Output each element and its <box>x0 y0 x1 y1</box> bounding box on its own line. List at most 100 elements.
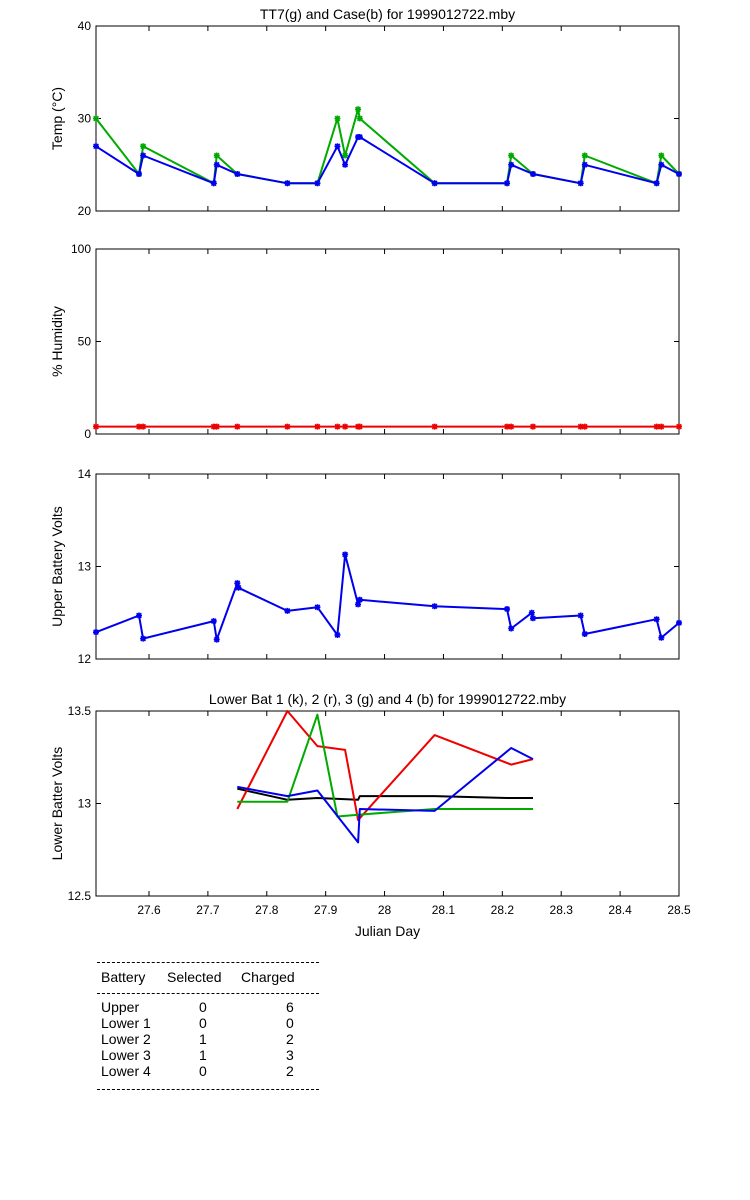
data-point-marker <box>135 423 142 430</box>
data-point-marker <box>355 106 362 113</box>
row-charged-value: 3 <box>286 1047 294 1063</box>
data-point-marker <box>93 423 99 430</box>
data-point-marker <box>658 161 665 168</box>
x-tick-label: 28.4 <box>608 903 632 917</box>
data-point-marker <box>577 612 584 619</box>
row-charged-value: 0 <box>286 1015 294 1031</box>
data-point-marker <box>334 143 341 150</box>
table-row: Lower 1 0 0 <box>97 1015 319 1031</box>
y-tick-label: 20 <box>78 204 92 218</box>
y-tick-label: 12 <box>78 652 92 666</box>
series-line-1 <box>95 553 680 641</box>
row-charged-value: 6 <box>286 999 294 1015</box>
row-selected-value: 0 <box>199 999 207 1015</box>
data-point-marker <box>676 171 682 177</box>
data-point-marker <box>213 152 220 159</box>
x-tick-label: 27.8 <box>255 903 279 917</box>
data-point-marker <box>356 115 363 122</box>
x-tick-label: 28.5 <box>667 903 691 917</box>
table-header-row: Battery Selected Charged <box>97 969 319 985</box>
data-point-marker <box>334 631 341 638</box>
y-tick-label: 13 <box>78 560 92 574</box>
data-point-marker <box>334 423 341 430</box>
x-tick-label: 27.9 <box>314 903 338 917</box>
data-point-marker <box>135 171 142 177</box>
data-point-marker <box>653 423 660 430</box>
table-row: Lower 4 0 2 <box>97 1063 319 1079</box>
chart-title: Lower Bat 1 (k), 2 (r), 3 (g) and 4 (b) … <box>209 691 566 707</box>
data-point-marker <box>93 629 99 636</box>
data-point-marker <box>284 180 291 187</box>
x-tick-label: 28 <box>378 903 392 917</box>
data-point-marker <box>140 423 147 430</box>
data-point-marker <box>234 423 241 430</box>
row-charged-value: 2 <box>286 1063 294 1079</box>
y-tick-label: 0 <box>84 427 91 441</box>
x-axis-label: Julian Day <box>355 923 420 939</box>
data-point-marker <box>355 601 362 608</box>
row-battery-name: Lower 3 <box>101 1047 151 1063</box>
data-point-marker <box>504 606 511 613</box>
data-point-marker <box>581 152 588 159</box>
data-point-marker <box>314 423 321 430</box>
data-point-marker <box>356 596 363 603</box>
data-point-marker <box>504 423 511 430</box>
data-point-marker <box>140 143 147 150</box>
row-battery-name: Lower 2 <box>101 1031 151 1047</box>
data-point-marker <box>334 115 341 122</box>
data-point-marker <box>284 423 291 430</box>
data-point-marker <box>577 423 584 430</box>
series-line-4 <box>237 747 534 844</box>
data-point-marker <box>529 615 536 622</box>
column-header-charged: Charged <box>241 969 295 985</box>
y-tick-label: 13.5 <box>68 704 92 718</box>
table-divider-bottom <box>97 1089 319 1090</box>
data-point-marker <box>342 152 349 159</box>
data-point-marker <box>508 152 515 159</box>
data-point-marker <box>93 115 99 122</box>
plot-frame <box>95 473 680 660</box>
data-point-marker <box>508 161 515 168</box>
y-tick-label: 100 <box>71 242 91 256</box>
x-tick-label: 28.1 <box>432 903 456 917</box>
data-point-marker <box>431 423 438 430</box>
y-tick-label: 14 <box>78 467 92 481</box>
y-axis-label: % Humidity <box>49 306 65 377</box>
charts-canvas: 20 30 40 TT7(g) and Case(b) for 1999012722.… <box>49 6 691 939</box>
data-point-marker <box>356 423 363 430</box>
x-tick-label: 28.2 <box>491 903 515 917</box>
data-point-marker <box>93 143 99 150</box>
y-tick-label: 40 <box>78 19 92 33</box>
data-point-marker <box>210 180 217 187</box>
x-tick-label: 28.3 <box>550 903 574 917</box>
data-point-marker <box>356 134 363 140</box>
table-divider-top <box>97 962 319 963</box>
data-point-marker <box>529 171 536 177</box>
series-line-2 <box>95 136 680 185</box>
data-point-marker <box>235 584 242 591</box>
table-row: Lower 3 1 3 <box>97 1047 319 1063</box>
data-point-marker <box>581 631 588 638</box>
x-tick-label: 27.6 <box>137 903 161 917</box>
series-line-1 <box>237 787 533 801</box>
data-point-marker <box>581 161 588 168</box>
data-point-marker <box>213 161 220 168</box>
data-point-marker <box>213 423 220 430</box>
table-row: Upper 0 6 <box>97 999 319 1015</box>
row-selected-value: 1 <box>199 1047 207 1063</box>
data-point-marker <box>676 423 682 430</box>
data-point-marker <box>431 180 438 187</box>
data-point-marker <box>284 607 291 614</box>
data-point-marker <box>676 619 682 626</box>
data-point-marker <box>342 161 349 168</box>
data-point-marker <box>529 423 536 430</box>
y-tick-label: 50 <box>78 335 92 349</box>
data-point-marker <box>658 152 665 159</box>
x-tick-label: 27.7 <box>196 903 220 917</box>
data-point-marker <box>314 180 321 187</box>
data-point-marker <box>508 625 515 632</box>
table-row: Lower 2 1 2 <box>97 1031 319 1047</box>
y-tick-label: 13 <box>78 797 92 811</box>
data-point-marker <box>528 609 535 616</box>
row-selected-value: 0 <box>199 1063 207 1079</box>
